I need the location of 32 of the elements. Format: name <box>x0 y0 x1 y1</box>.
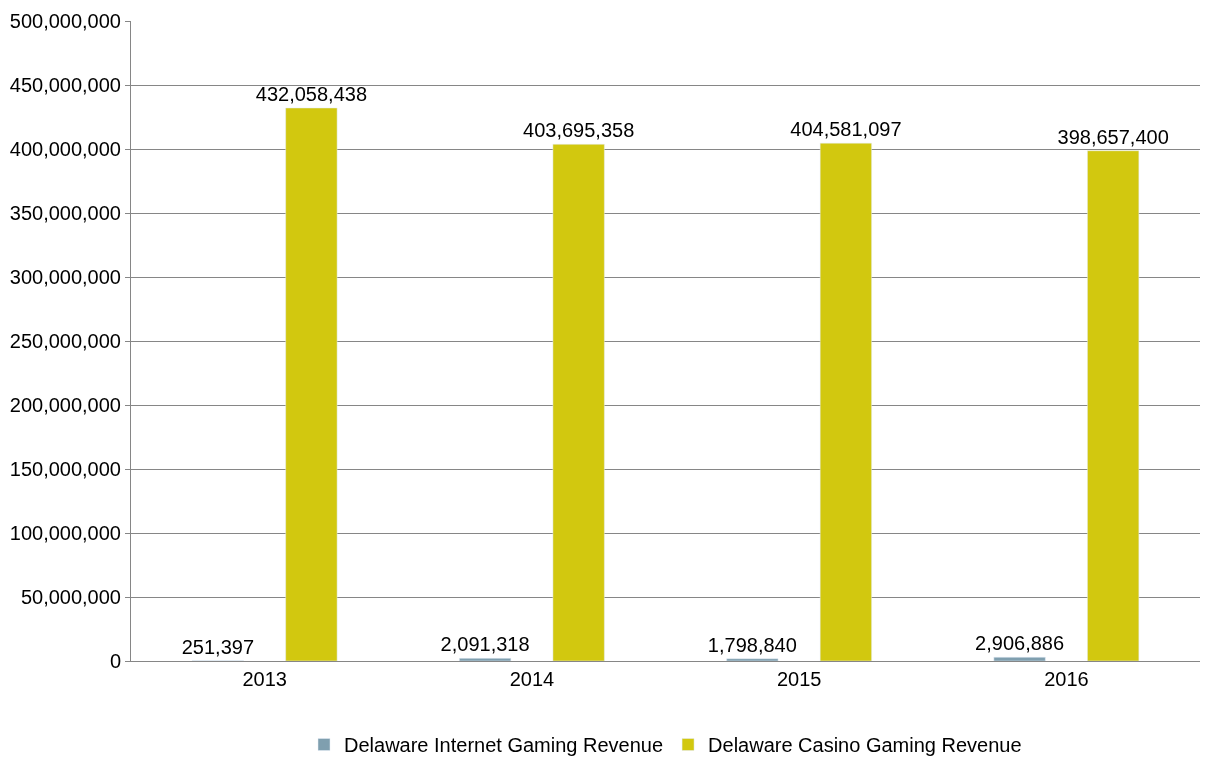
y-tick-label: 250,000,000 <box>9 330 121 352</box>
y-tick-label: 350,000,000 <box>9 202 121 224</box>
bar <box>726 658 779 661</box>
data-label: 404,581,097 <box>790 118 902 141</box>
bar <box>1087 150 1140 661</box>
data-label: 2,906,886 <box>975 632 1065 655</box>
bar <box>819 142 872 661</box>
bar <box>552 144 605 661</box>
x-tick-label: 2016 <box>1044 668 1089 690</box>
x-tick-label: 2015 <box>776 668 822 690</box>
y-tick-label: 150,000,000 <box>9 458 121 480</box>
y-tick-label: 450,000,000 <box>9 74 121 96</box>
bar <box>459 658 512 661</box>
y-tick-label: 0 <box>109 650 121 672</box>
data-label: 403,695,358 <box>523 119 635 142</box>
legend-label: Delaware Internet Gaming Revenue <box>344 734 664 757</box>
data-label: 251,397 <box>181 635 254 658</box>
y-tick-label: 50,000,000 <box>20 586 121 608</box>
x-tick-label: 2013 <box>242 668 287 690</box>
bar <box>993 657 1046 661</box>
y-tick-label: 100,000,000 <box>9 522 121 544</box>
data-label: 2,091,318 <box>440 633 530 656</box>
y-tick-label: 300,000,000 <box>9 266 121 288</box>
bar <box>285 107 338 661</box>
data-label: 1,798,840 <box>707 633 797 656</box>
y-tick-label: 500,000,000 <box>9 10 121 32</box>
y-tick-label: 400,000,000 <box>9 138 121 160</box>
x-tick-label: 2014 <box>509 668 555 690</box>
data-label: 398,657,400 <box>1057 125 1169 148</box>
y-tick-label: 200,000,000 <box>9 394 121 416</box>
legend-label: Delaware Casino Gaming Revenue <box>708 734 1022 757</box>
data-label: 432,058,438 <box>255 82 368 105</box>
